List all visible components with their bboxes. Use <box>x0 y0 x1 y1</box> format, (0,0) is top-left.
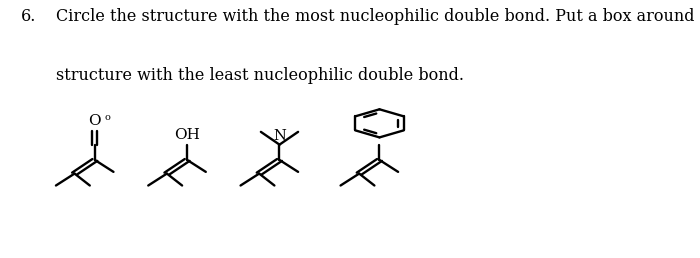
Text: N: N <box>273 129 286 143</box>
Text: Circle the structure with the most nucleophilic double bond. Put a box around th: Circle the structure with the most nucle… <box>57 8 700 25</box>
Text: 6.: 6. <box>20 8 36 25</box>
Text: structure with the least nucleophilic double bond.: structure with the least nucleophilic do… <box>57 67 464 84</box>
Text: O: O <box>89 114 102 128</box>
Text: OH: OH <box>174 127 200 142</box>
Text: o: o <box>104 113 110 122</box>
